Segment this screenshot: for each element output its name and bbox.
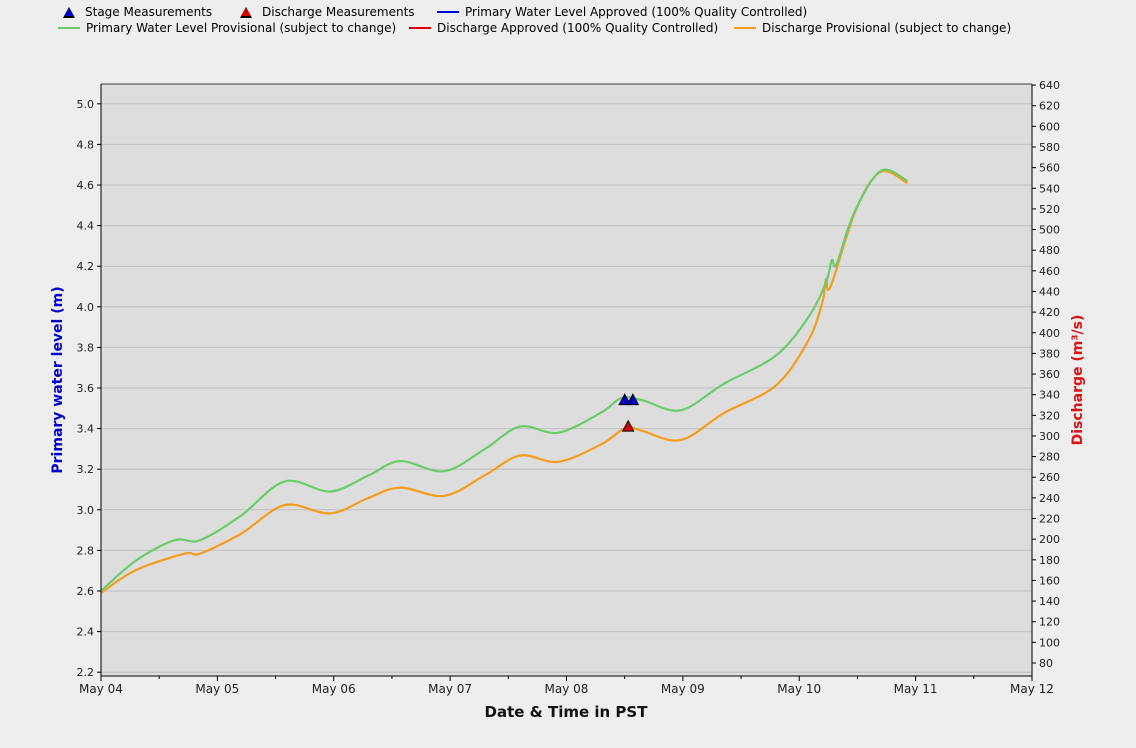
left-tick-label: 2.6 xyxy=(77,585,95,598)
right-tick-label: 360 xyxy=(1039,368,1060,381)
left-tick-label: 2.2 xyxy=(77,666,95,679)
left-tick-label: 3.2 xyxy=(77,463,95,476)
x-axis-label: Date & Time in PST xyxy=(485,703,649,721)
right-tick-label: 140 xyxy=(1039,595,1060,608)
legend-label: Primary Water Level Approved (100% Quali… xyxy=(465,5,808,19)
right-tick-label: 560 xyxy=(1039,162,1060,175)
right-tick-label: 480 xyxy=(1039,244,1060,257)
right-tick-label: 340 xyxy=(1039,389,1060,402)
x-tick-label: May 08 xyxy=(545,682,589,696)
right-axis-label: Discharge (m³/s) xyxy=(1070,315,1086,446)
blue-line-icon xyxy=(437,11,459,13)
left-tick-label: 2.8 xyxy=(77,544,95,557)
right-tick-label: 420 xyxy=(1039,306,1060,319)
red-line-icon xyxy=(409,27,431,29)
right-tick-label: 500 xyxy=(1039,224,1060,237)
left-axis-label: Primary water level (m) xyxy=(50,286,66,473)
blue-triangle-icon xyxy=(63,6,75,18)
axes: 2.2 2.4 2.6 2.8 3.0 3.2 3.4 3.6 3.8 4.0 4.2 4.4 4.6 4… xyxy=(77,79,1061,696)
plot-area xyxy=(101,84,1032,676)
red-triangle-icon xyxy=(240,6,252,18)
green-line-icon xyxy=(58,27,80,29)
right-tick-label: 620 xyxy=(1039,100,1060,113)
data-series xyxy=(100,168,909,594)
stage-measurement-marker xyxy=(626,393,640,406)
legend-item-discharge-provisional: Discharge Provisional (subject to change… xyxy=(734,21,1011,35)
chart-legend: Stage Measurements Discharge Measurement… xyxy=(0,0,1136,40)
right-tick-label: 400 xyxy=(1039,327,1060,340)
x-tick-label: May 05 xyxy=(195,682,239,696)
discharge-line xyxy=(100,169,909,594)
right-tick-label: 180 xyxy=(1039,554,1060,567)
right-tick-label: 320 xyxy=(1039,409,1060,422)
left-tick-label: 4.0 xyxy=(77,301,95,314)
left-tick-label: 3.8 xyxy=(77,341,95,354)
right-tick-label: 280 xyxy=(1039,451,1060,464)
legend-item-water-level-provisional: Primary Water Level Provisional (subject… xyxy=(58,21,396,35)
right-tick-label: 240 xyxy=(1039,492,1060,505)
legend-label: Discharge Approved (100% Quality Control… xyxy=(437,21,719,35)
right-tick-label: 580 xyxy=(1039,141,1060,154)
right-tick-label: 100 xyxy=(1039,636,1060,649)
discharge-measurement-marker xyxy=(621,419,635,432)
legend-label: Primary Water Level Provisional (subject… xyxy=(86,21,397,35)
water-level-line xyxy=(100,168,909,592)
right-tick-label: 380 xyxy=(1039,347,1060,360)
x-tick-label: May 11 xyxy=(894,682,938,696)
legend-item-stage-measurements: Stage Measurements xyxy=(63,5,212,19)
legend-item-discharge-measurements: Discharge Measurements xyxy=(240,5,415,19)
x-tick-label: May 07 xyxy=(428,682,472,696)
measurement-markers xyxy=(618,393,640,432)
x-tick-label: May 06 xyxy=(312,682,356,696)
legend-label: Stage Measurements xyxy=(85,5,213,19)
x-tick-label: May 04 xyxy=(79,682,123,696)
right-tick-label: 520 xyxy=(1039,203,1060,216)
legend-item-water-level-approved: Primary Water Level Approved (100% Quali… xyxy=(437,5,807,19)
legend-label: Discharge Provisional (subject to change… xyxy=(762,21,1012,35)
left-tick-label: 4.6 xyxy=(77,179,95,192)
right-tick-label: 260 xyxy=(1039,471,1060,484)
right-tick-label: 160 xyxy=(1039,574,1060,587)
right-tick-label: 640 xyxy=(1039,79,1060,92)
x-tick-label: May 10 xyxy=(777,682,821,696)
left-tick-label: 3.0 xyxy=(77,504,95,517)
right-tick-label: 200 xyxy=(1039,533,1060,546)
right-tick-label: 460 xyxy=(1039,265,1060,278)
left-tick-label: 3.4 xyxy=(77,423,95,436)
right-tick-label: 440 xyxy=(1039,285,1060,298)
left-tick-label: 5.0 xyxy=(77,98,95,111)
left-tick-label: 4.2 xyxy=(77,260,95,273)
left-tick-label: 2.4 xyxy=(77,626,95,639)
legend-label: Discharge Measurements xyxy=(262,5,415,19)
right-tick-label: 300 xyxy=(1039,430,1060,443)
left-tick-label: 3.6 xyxy=(77,382,95,395)
x-tick-label: May 12 xyxy=(1010,682,1054,696)
right-tick-label: 540 xyxy=(1039,182,1060,195)
legend-item-discharge-approved: Discharge Approved (100% Quality Control… xyxy=(409,21,718,35)
right-tick-label: 120 xyxy=(1039,616,1060,629)
stage-measurement-marker xyxy=(618,393,632,406)
right-tick-label: 80 xyxy=(1039,657,1053,670)
right-tick-label: 220 xyxy=(1039,513,1060,526)
x-tick-label: May 09 xyxy=(661,682,705,696)
left-tick-label: 4.4 xyxy=(77,220,95,233)
right-tick-label: 600 xyxy=(1039,120,1060,133)
left-tick-label: 4.8 xyxy=(77,138,95,151)
orange-line-icon xyxy=(734,27,756,29)
gridlines xyxy=(101,103,1032,673)
